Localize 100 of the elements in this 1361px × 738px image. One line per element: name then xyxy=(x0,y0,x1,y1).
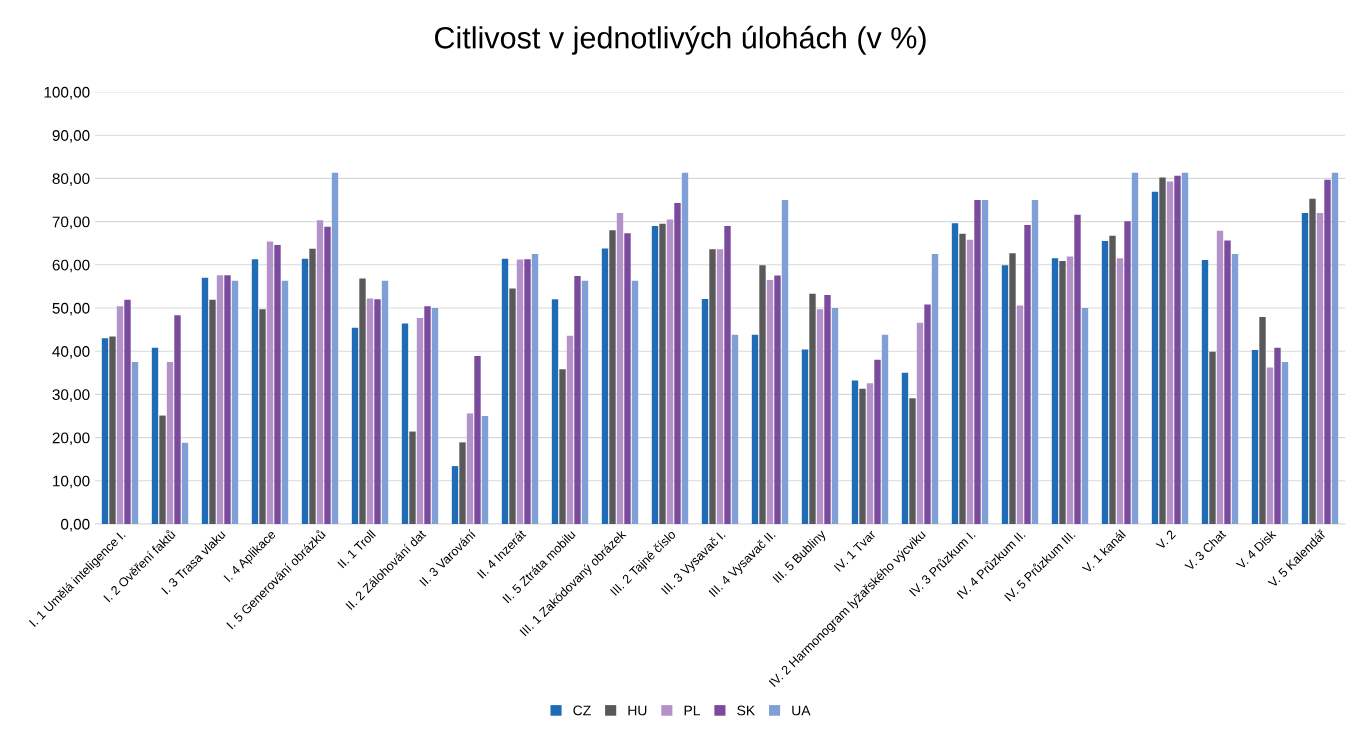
bar xyxy=(559,369,566,524)
bar xyxy=(951,223,959,524)
bar xyxy=(301,258,309,524)
bar xyxy=(381,280,389,524)
bar xyxy=(1309,198,1316,524)
bar xyxy=(451,466,459,524)
bar xyxy=(481,416,489,524)
bar xyxy=(166,362,174,524)
bar xyxy=(1001,265,1009,524)
bar xyxy=(909,398,916,524)
bar xyxy=(116,306,124,524)
bar xyxy=(131,362,139,524)
bar xyxy=(1066,256,1074,524)
bar xyxy=(231,280,239,524)
bar xyxy=(1174,175,1181,524)
bar xyxy=(459,442,466,524)
bar xyxy=(274,244,281,524)
bar xyxy=(251,259,259,524)
bar xyxy=(124,299,131,524)
bar xyxy=(366,298,374,524)
y-tick-label: 50,00 xyxy=(52,302,90,316)
bar xyxy=(631,280,639,524)
bar xyxy=(1259,317,1266,524)
bar xyxy=(874,359,881,524)
x-tick-label: IV. 1 Tvar xyxy=(833,529,877,572)
bar xyxy=(1124,221,1131,524)
bar xyxy=(551,299,559,524)
bar xyxy=(151,347,159,524)
bar xyxy=(216,275,224,524)
bar xyxy=(981,200,989,524)
bar xyxy=(816,309,824,524)
bar xyxy=(1224,240,1231,524)
bar xyxy=(1201,260,1209,524)
bar xyxy=(324,226,331,524)
y-tick-label: 0,00 xyxy=(61,518,90,532)
bar xyxy=(1116,258,1124,524)
bar xyxy=(1016,305,1024,524)
bar xyxy=(259,309,266,524)
bar xyxy=(1081,308,1089,524)
bar xyxy=(1274,347,1281,524)
x-tick-label: V. 4 Disk xyxy=(1235,528,1277,570)
y-tick-label: 10,00 xyxy=(53,475,90,489)
bar xyxy=(916,322,924,524)
y-tick-label: 20,00 xyxy=(52,432,90,446)
bar xyxy=(974,200,981,524)
bar xyxy=(716,249,724,524)
bar xyxy=(681,172,689,524)
bar xyxy=(1181,172,1189,524)
bar xyxy=(1301,212,1309,524)
bar xyxy=(1151,191,1159,524)
bar xyxy=(374,299,381,524)
bar xyxy=(601,248,609,524)
y-tick-label: 30,00 xyxy=(52,389,90,402)
bar xyxy=(924,304,931,524)
bar xyxy=(1324,179,1331,524)
bar xyxy=(881,334,889,524)
bar xyxy=(866,383,874,524)
bar xyxy=(416,317,424,524)
bar xyxy=(1209,351,1216,524)
bar xyxy=(1101,241,1109,524)
bar xyxy=(409,431,416,524)
bar xyxy=(424,306,431,524)
bar xyxy=(959,233,966,524)
bar xyxy=(659,223,666,524)
bar xyxy=(224,275,231,524)
bar xyxy=(1281,362,1289,524)
bar xyxy=(731,334,739,524)
y-tick-label: 60,00 xyxy=(52,259,90,273)
bar xyxy=(474,355,481,524)
bar xyxy=(774,275,781,524)
bar xyxy=(101,338,109,524)
bar xyxy=(174,315,181,524)
bar xyxy=(566,335,574,524)
bar xyxy=(609,230,616,524)
bar xyxy=(666,219,674,524)
bar xyxy=(801,349,809,524)
bar xyxy=(1166,181,1174,524)
y-tick-label: 100,00 xyxy=(44,86,90,100)
legend-label: PL xyxy=(684,705,701,716)
y-tick-label: 80,00 xyxy=(52,173,90,186)
bar xyxy=(766,279,774,524)
bar xyxy=(266,241,274,524)
bar xyxy=(466,413,474,524)
legend-label: UA xyxy=(792,705,811,716)
bar xyxy=(1251,349,1259,524)
bar xyxy=(859,388,866,524)
bar xyxy=(401,323,409,524)
bar xyxy=(1059,260,1066,524)
y-tick-label: 90,00 xyxy=(52,130,90,143)
bar xyxy=(759,265,766,524)
bar xyxy=(509,288,516,524)
bar xyxy=(1216,230,1224,524)
bar xyxy=(616,212,624,524)
bar xyxy=(359,278,366,524)
bar xyxy=(1316,212,1324,524)
bar xyxy=(1231,254,1239,524)
bar xyxy=(109,336,116,524)
bar xyxy=(751,334,759,524)
bar xyxy=(1131,172,1139,524)
bar xyxy=(524,259,531,524)
